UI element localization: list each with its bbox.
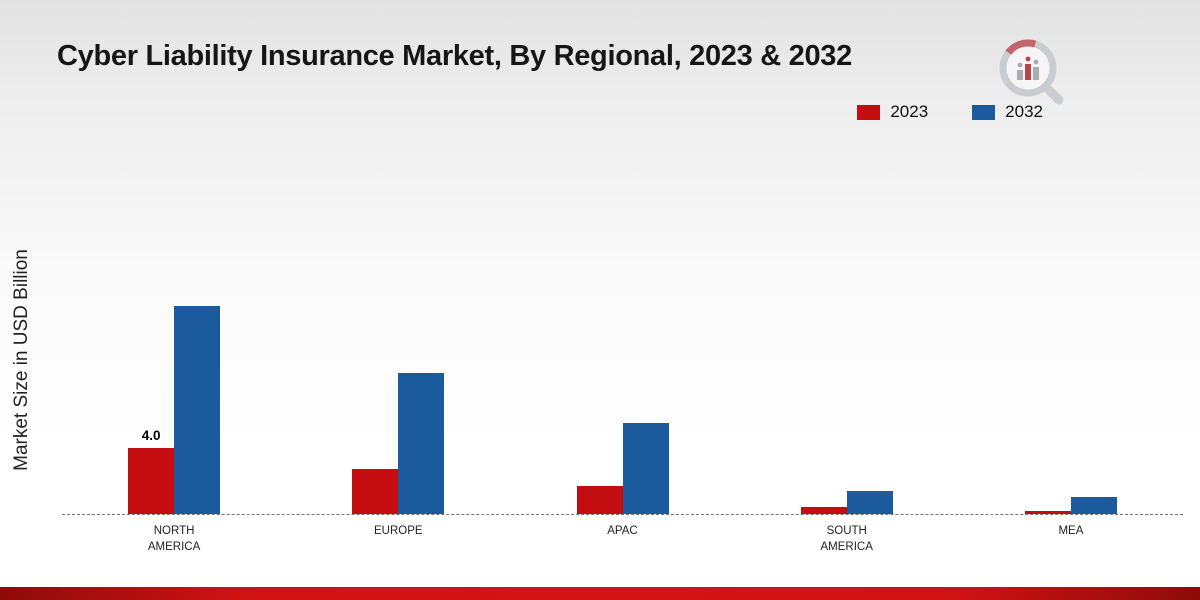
bar-2023-apac xyxy=(576,486,623,514)
bar-group-mea: MEA xyxy=(959,238,1183,537)
legend-label-2032: 2032 xyxy=(1005,102,1043,121)
bar-2032-mea xyxy=(1070,497,1117,514)
brand-logo-icon xyxy=(999,39,1064,105)
bar-2032-apac xyxy=(622,423,669,514)
bar-2032-north-america xyxy=(174,306,221,514)
bar-2023-north-america: 4.0 xyxy=(128,428,175,514)
bar-2023-mea xyxy=(1024,511,1071,514)
plot-area: 4.0 NORTH AMERICA EUROPE APAC SOUTH AMERICA M… xyxy=(62,238,1183,553)
bar-2032-south-america xyxy=(846,491,893,514)
bar-2032-europe xyxy=(398,373,445,514)
bar-group-south-america: SOUTH AMERICA xyxy=(735,238,959,553)
legend-item-2032: 2032 xyxy=(972,102,1043,122)
legend-label-2023: 2023 xyxy=(890,102,929,121)
legend-swatch-2032 xyxy=(972,104,996,120)
chart-legend: 2023 2032 xyxy=(857,102,1043,122)
category-label-south-america: SOUTH AMERICA xyxy=(820,525,873,554)
bar-2023-europe xyxy=(352,469,399,514)
category-label-europe: EUROPE xyxy=(374,525,423,537)
bar-2023-south-america xyxy=(800,507,847,514)
y-axis-label: Market Size in USD Billion xyxy=(11,249,32,471)
page-title: Cyber Liability Insurance Market, By Reg… xyxy=(57,40,852,72)
bar-group-apac: APAC xyxy=(510,238,734,537)
category-label-apac: APAC xyxy=(607,525,638,537)
bar-value-label-north-america: 4.0 xyxy=(141,428,161,443)
bar-group-north-america: 4.0 NORTH AMERICA xyxy=(62,238,286,553)
category-label-north-america: NORTH AMERICA xyxy=(147,525,201,554)
bar-group-europe: EUROPE xyxy=(286,238,510,537)
bottom-brand-band xyxy=(0,587,1200,600)
legend-swatch-2023 xyxy=(857,104,881,120)
brand-logo xyxy=(993,34,1069,110)
category-label-mea: MEA xyxy=(1058,525,1084,537)
legend-item-2023: 2023 xyxy=(857,102,928,122)
